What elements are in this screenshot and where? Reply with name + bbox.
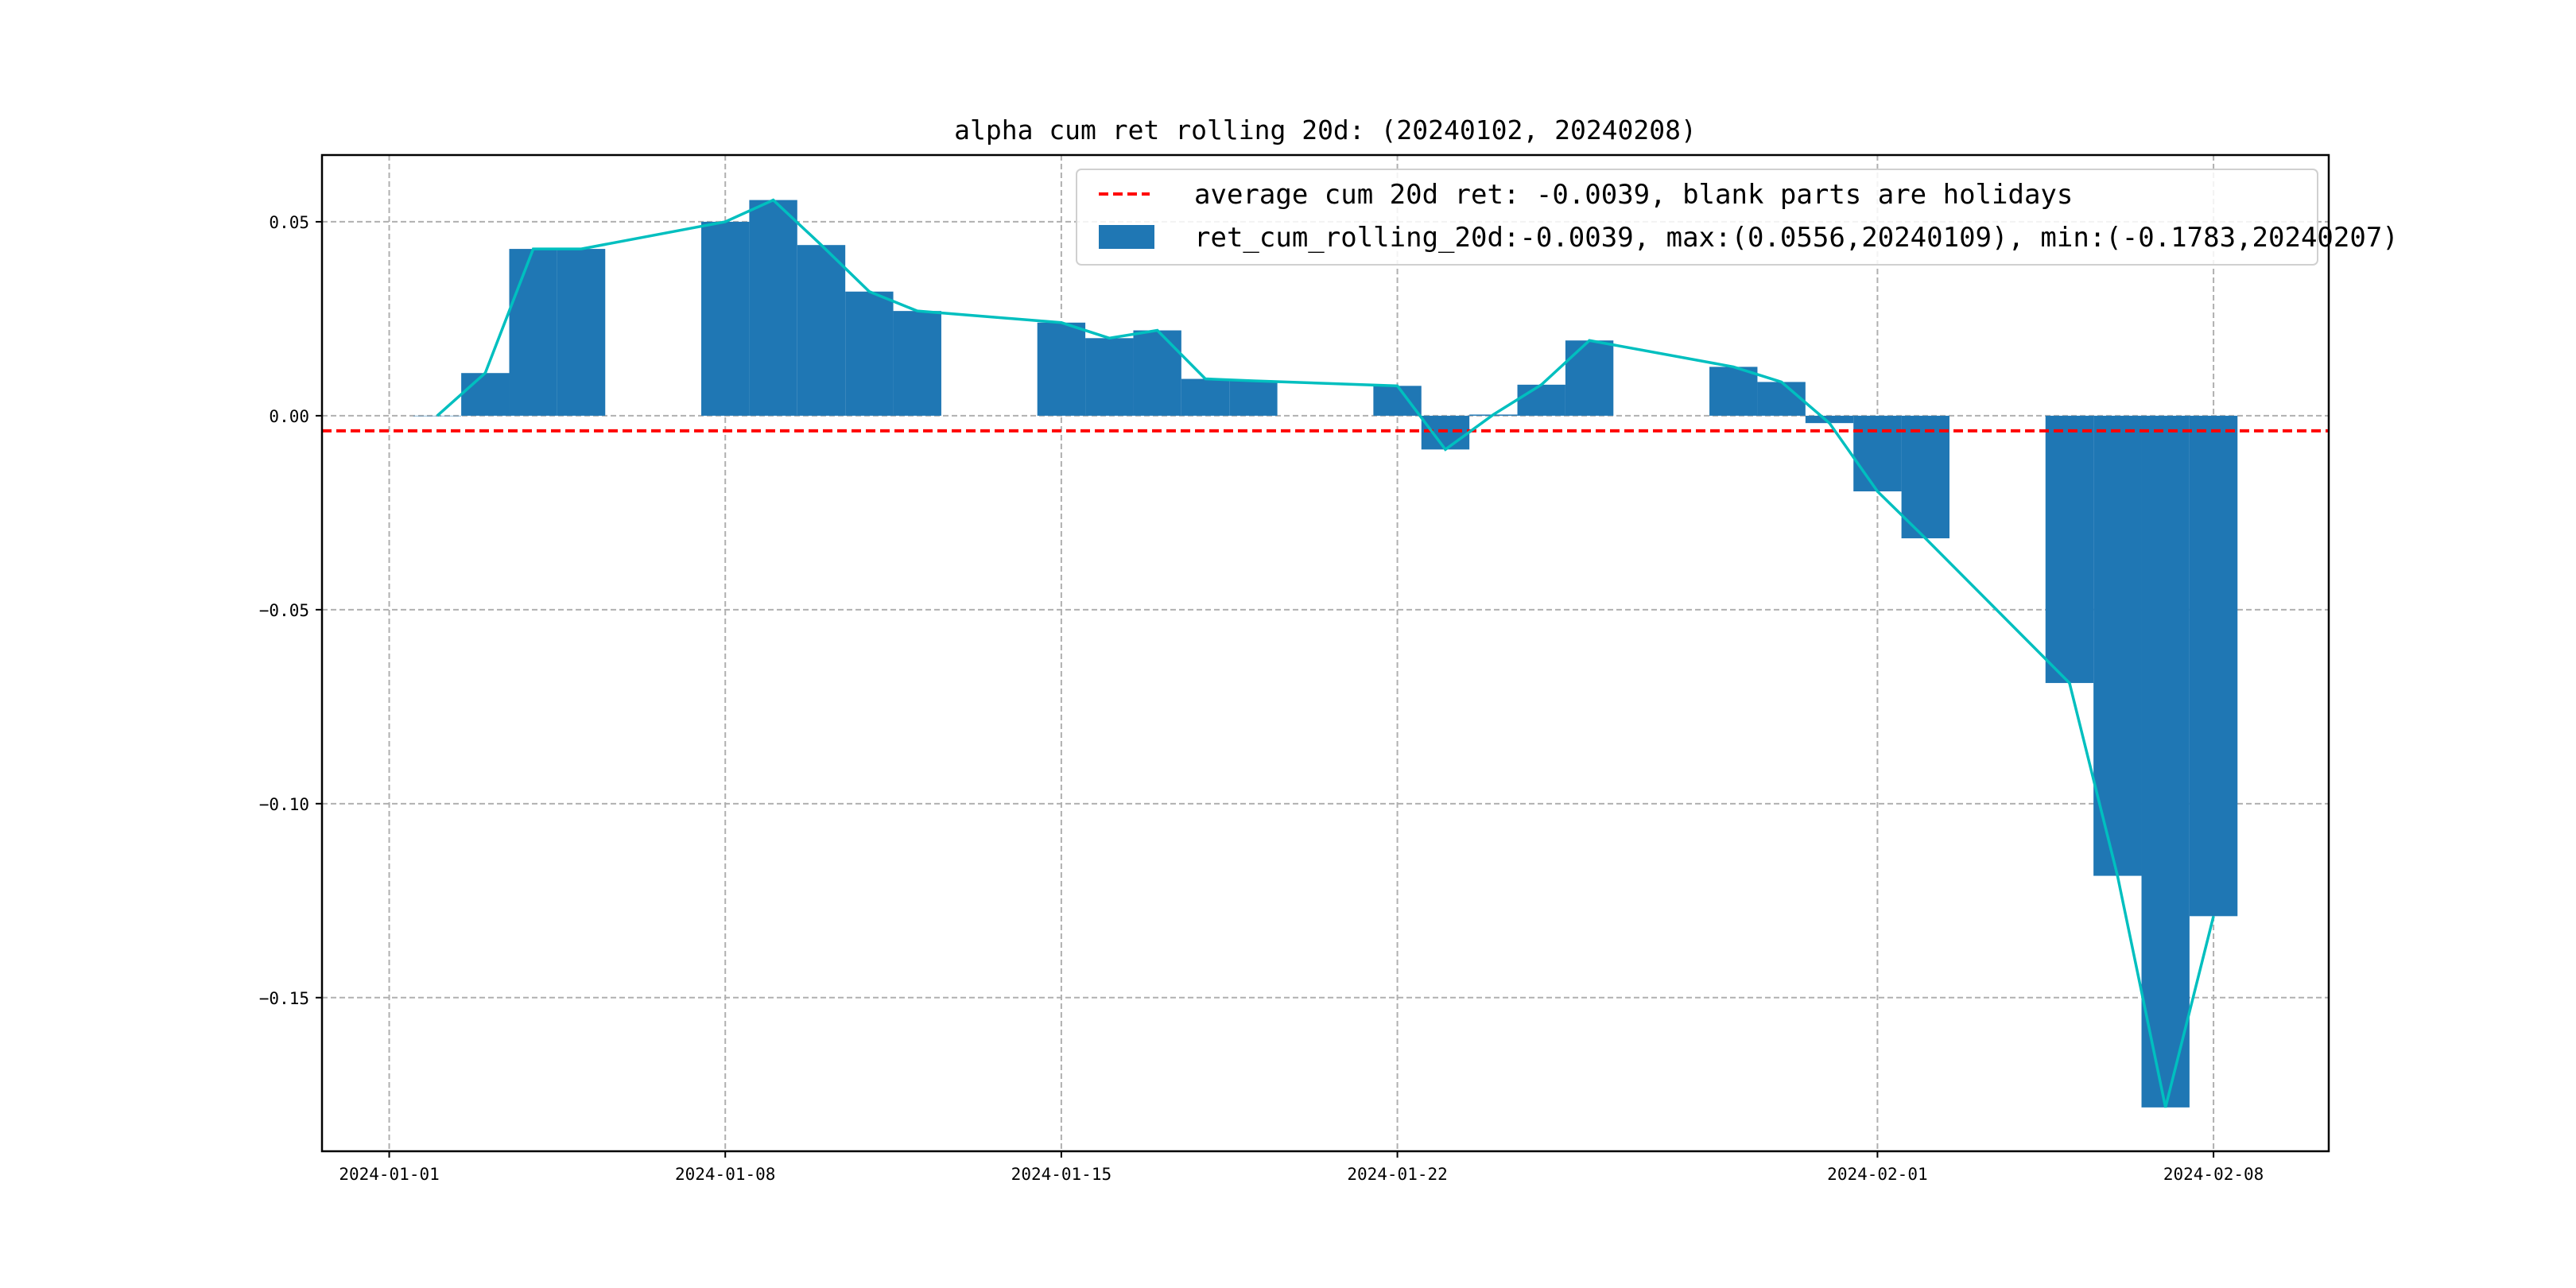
bar-2024-01-19 xyxy=(1229,380,1278,416)
bar-2024-01-29 xyxy=(1709,367,1758,416)
bar-2024-01-11 xyxy=(845,291,894,416)
legend: average cum 20d ret: -0.0039, blank part… xyxy=(1076,169,2399,266)
bar-2024-01-26 xyxy=(1565,340,1614,416)
x-tick-label: 2024-02-08 xyxy=(2163,1165,2264,1184)
x-tick-label: 2024-01-22 xyxy=(1347,1165,1447,1184)
bar-2024-01-30 xyxy=(1757,382,1806,416)
legend-box xyxy=(1076,169,2318,266)
bar-2024-02-06 xyxy=(2093,415,2142,876)
bar-2024-02-05 xyxy=(2045,415,2094,684)
bar-2024-02-01 xyxy=(1853,415,1902,492)
bar-2024-01-04 xyxy=(509,249,557,416)
y-tick-label: 0.00 xyxy=(269,407,309,426)
x-tick-label: 2024-01-08 xyxy=(675,1165,775,1184)
y-tick-label: 0.05 xyxy=(269,213,309,232)
bar-2024-01-25 xyxy=(1517,384,1565,416)
y-tick-label: −0.15 xyxy=(259,989,309,1008)
legend-label-bars: ret_cum_rolling_20d:-0.0039, max:(0.0556… xyxy=(1194,222,2399,254)
bar-2024-01-31 xyxy=(1805,415,1854,424)
legend-swatch-bars xyxy=(1099,225,1154,249)
x-tick-label: 2024-02-01 xyxy=(1827,1165,1927,1184)
bar-2024-01-10 xyxy=(797,245,846,416)
cum-ret-line xyxy=(436,198,2215,1108)
bar-2024-02-07 xyxy=(2141,415,2190,1108)
x-tick-label: 2024-01-15 xyxy=(1011,1165,1111,1184)
bar-2024-01-05 xyxy=(557,249,606,416)
chart-title: alpha cum ret rolling 20d: (20240102, 20… xyxy=(954,114,1697,145)
plot-frame xyxy=(320,153,2330,1153)
bar-2024-01-15 xyxy=(1037,322,1086,416)
bar-2024-02-08 xyxy=(2189,415,2238,917)
bar-2024-01-09 xyxy=(749,200,797,416)
y-tick-label: −0.10 xyxy=(259,795,309,814)
bar-2024-01-02 xyxy=(413,415,462,417)
bar-2024-01-23 xyxy=(1421,415,1470,450)
bars xyxy=(413,200,2238,1108)
x-tick-label: 2024-01-01 xyxy=(339,1165,439,1184)
bar-2024-01-17 xyxy=(1133,330,1181,416)
legend-label-average: average cum 20d ret: -0.0039, blank part… xyxy=(1194,179,2073,211)
bar-2024-01-03 xyxy=(461,373,510,416)
bar-2024-01-18 xyxy=(1181,378,1230,416)
series-line xyxy=(436,198,2215,1108)
ticks: 2024-01-01 2024-01-08 2024-01-15 2024-01-22… xyxy=(259,213,2264,1184)
y-tick-label: −0.05 xyxy=(259,601,309,620)
bar-2024-01-16 xyxy=(1085,338,1134,416)
grid xyxy=(322,155,2329,1151)
bar-2024-01-08 xyxy=(701,221,750,416)
bar-2024-01-22 xyxy=(1373,386,1422,416)
bar-2024-01-12 xyxy=(893,311,941,416)
bar-2024-02-02 xyxy=(1901,415,1949,539)
